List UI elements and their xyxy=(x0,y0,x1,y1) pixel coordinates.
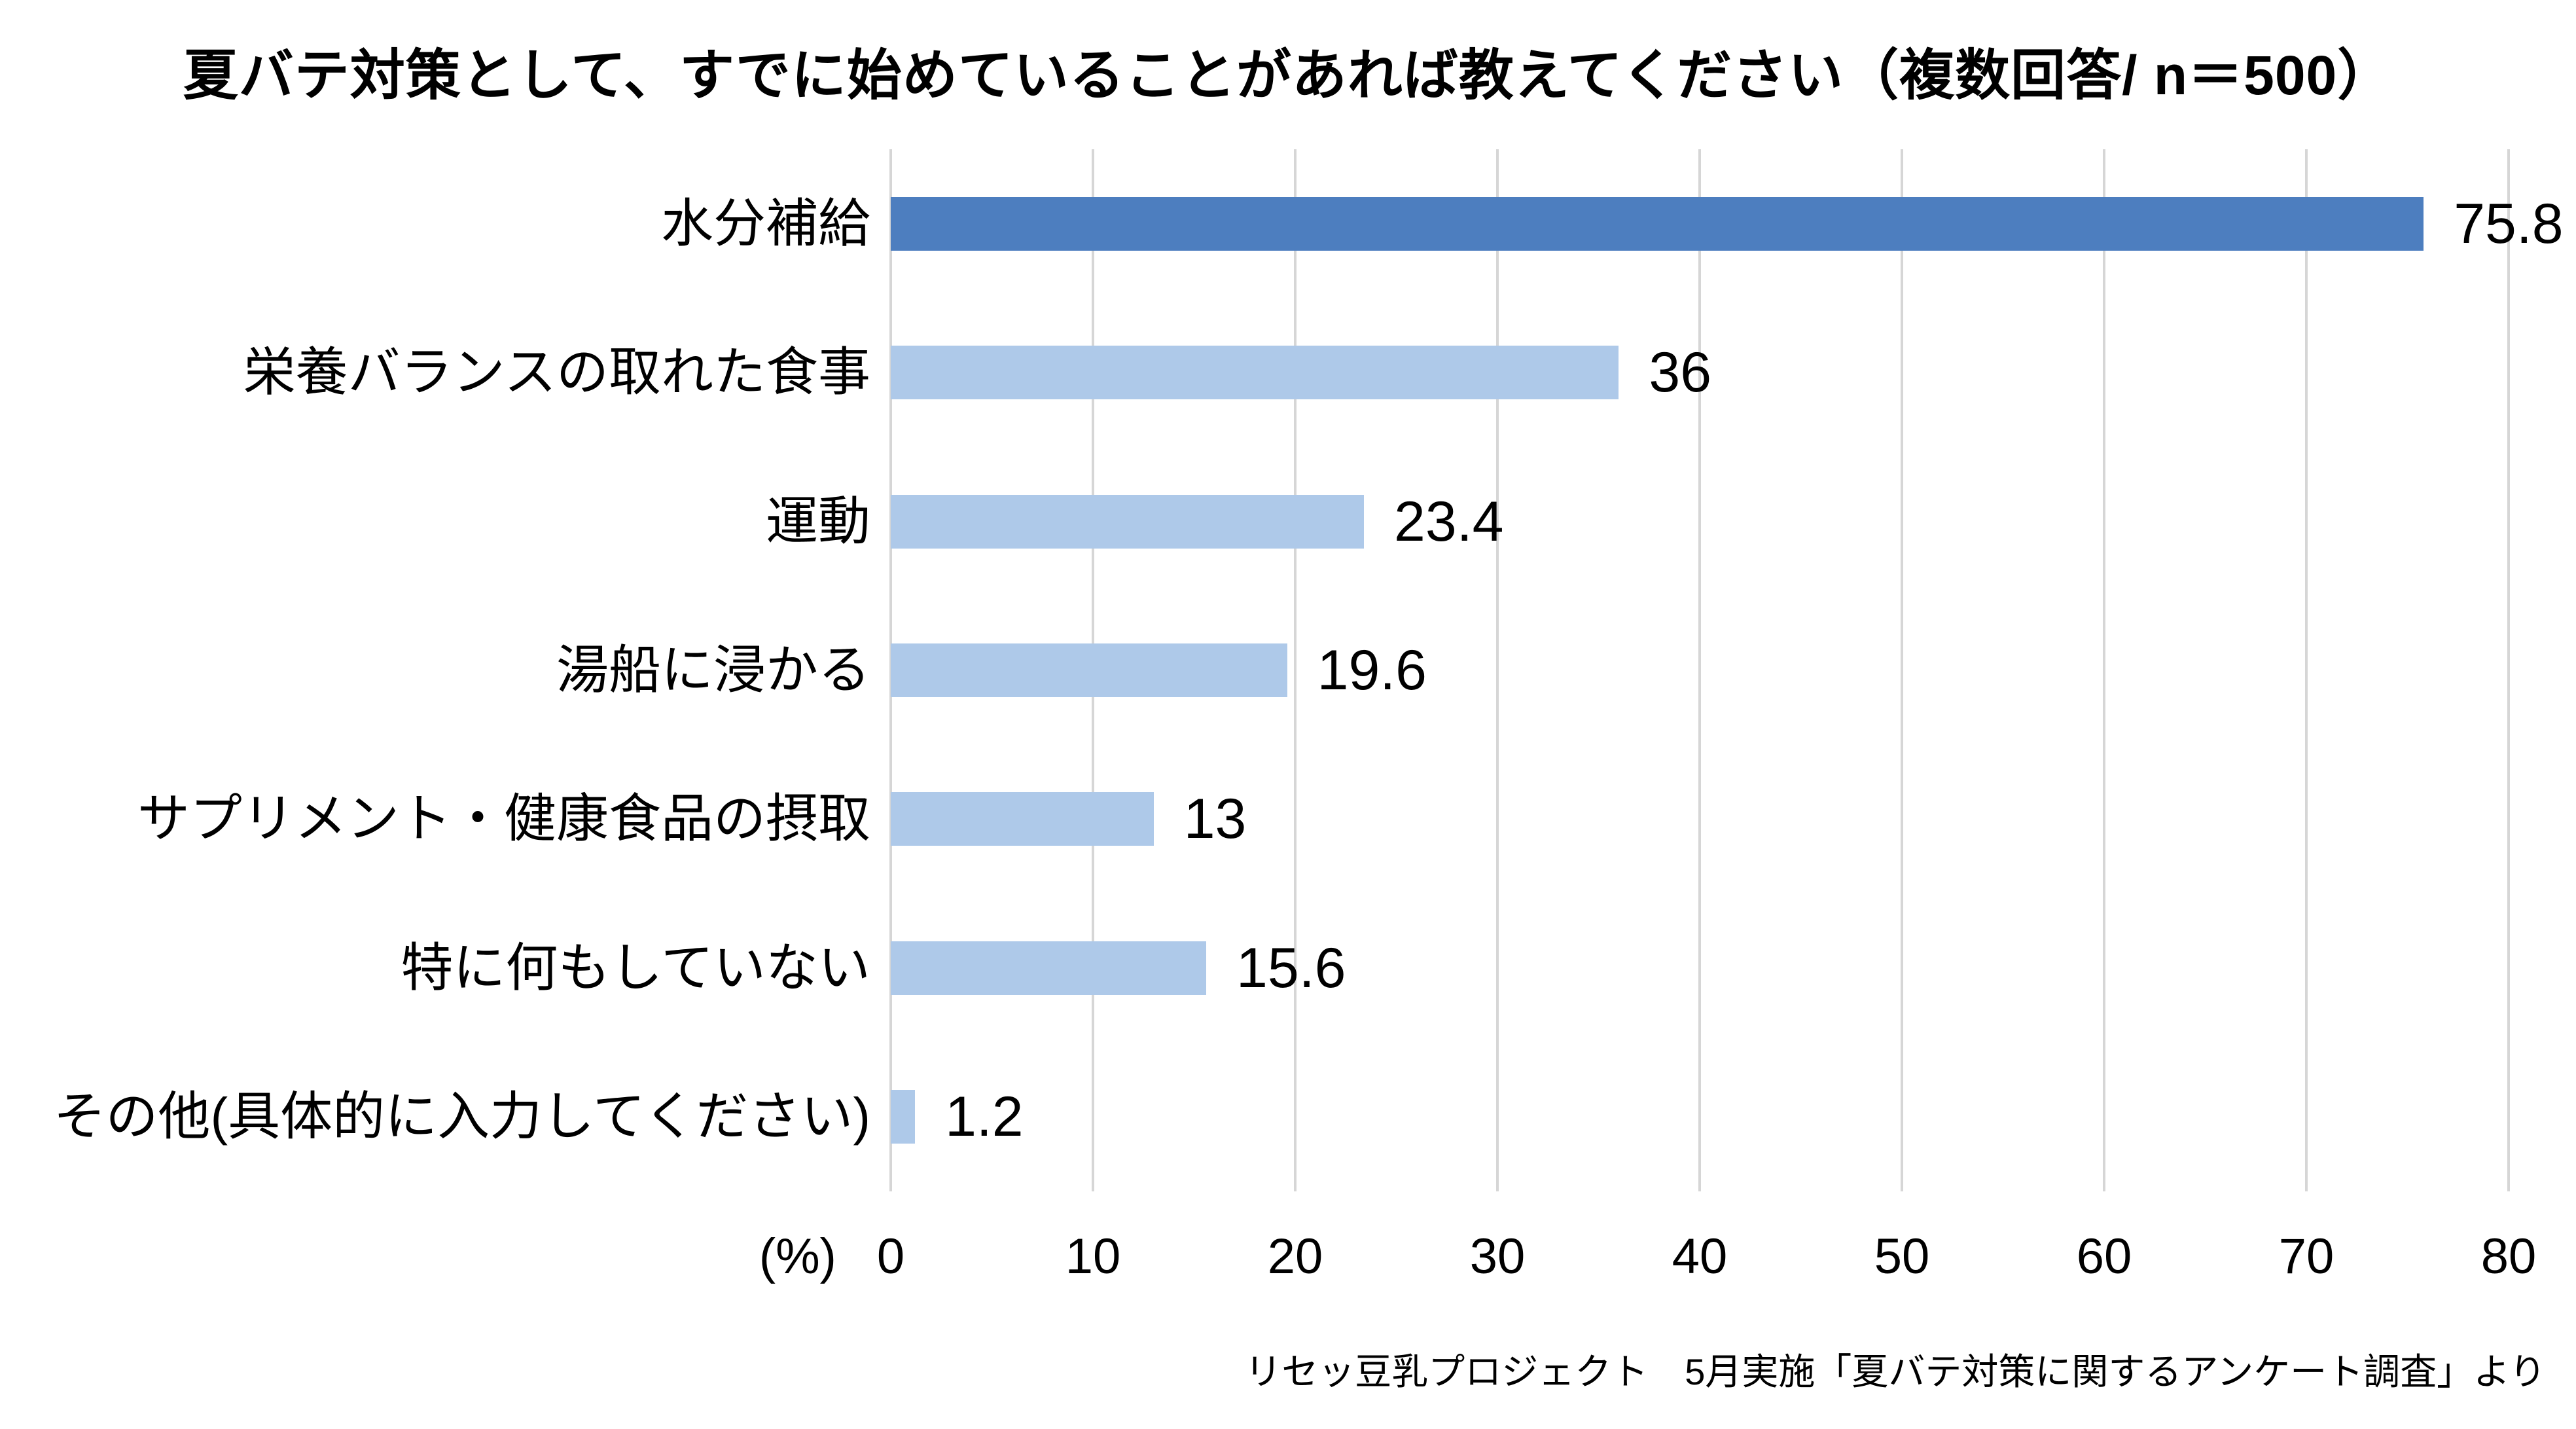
bar-value-label: 1.2 xyxy=(945,1085,1024,1149)
bar-value-label: 13 xyxy=(1183,787,1247,851)
bar xyxy=(891,1090,916,1144)
x-tick-label: 80 xyxy=(2480,1229,2537,1284)
chart-title: 夏バテ対策として、すでに始めていることがあれば教えてください（複数回答/ n＝5… xyxy=(183,45,2393,106)
plot-area: 75.8 36 23.4 19.6 13 15.6 1.2 xyxy=(889,149,2564,1191)
gridline xyxy=(1901,149,1903,1191)
x-tick-label: 70 xyxy=(2278,1229,2334,1284)
bar-row: 13 xyxy=(891,745,2509,894)
x-tick-label: 30 xyxy=(1469,1229,1526,1284)
bar-row: 75.8 xyxy=(891,149,2564,298)
x-tick-label: 40 xyxy=(1672,1229,1728,1284)
bar-value-label: 23.4 xyxy=(1394,490,1504,553)
x-axis-unit-label: (%) xyxy=(759,1229,836,1284)
bar xyxy=(891,494,1365,549)
bar xyxy=(891,346,1619,400)
bar xyxy=(891,196,2424,251)
bar xyxy=(891,792,1154,846)
category-label: 栄養バランスの取れた食事 xyxy=(243,343,870,402)
gridline xyxy=(1294,149,1297,1191)
x-tick-label: 0 xyxy=(876,1229,905,1284)
bar-row: 36 xyxy=(891,298,2509,446)
x-axis: 0 10 20 30 40 50 60 70 80 xyxy=(877,1229,2536,1304)
category-label: 湯船に浸かる xyxy=(556,640,870,699)
bar xyxy=(891,941,1207,995)
category-label: 運動 xyxy=(766,492,870,551)
bar-row: 19.6 xyxy=(891,596,2509,744)
gridline xyxy=(2507,149,2510,1191)
bar-value-label: 75.8 xyxy=(2454,192,2564,255)
bar-row: 1.2 xyxy=(891,1043,2509,1191)
bar-row: 15.6 xyxy=(891,894,2509,1042)
gridline xyxy=(1496,149,1499,1191)
bar-row: 23.4 xyxy=(891,447,2509,596)
bar-value-label: 19.6 xyxy=(1317,638,1427,702)
gridline xyxy=(1698,149,1701,1191)
category-label: 水分補給 xyxy=(661,194,870,253)
gridline xyxy=(2103,149,2105,1191)
gridline xyxy=(2305,149,2308,1191)
bar xyxy=(891,643,1287,697)
bar-value-label: 15.6 xyxy=(1236,936,1346,1000)
x-tick-label: 20 xyxy=(1267,1229,1323,1284)
category-label: 特に何もしていない xyxy=(401,938,870,997)
category-label: その他(具体的に入力してください) xyxy=(53,1087,870,1146)
category-label: サプリメント・健康食品の摂取 xyxy=(137,789,870,848)
x-tick-label: 50 xyxy=(1874,1229,1930,1284)
x-tick-label: 60 xyxy=(2076,1229,2132,1284)
x-tick-label: 10 xyxy=(1065,1229,1121,1284)
source-note: リセッ豆乳プロジェクト 5月実施「夏バテ対策に関するアンケート調査」より xyxy=(1245,1351,2546,1392)
bar-value-label: 36 xyxy=(1649,341,1712,405)
category-axis: 水分補給栄養バランスの取れた食事運動湯船に浸かるサプリメント・健康食品の摂取特に… xyxy=(0,149,870,1191)
bar-rows: 75.8 36 23.4 19.6 13 15.6 1.2 xyxy=(891,149,2564,1191)
